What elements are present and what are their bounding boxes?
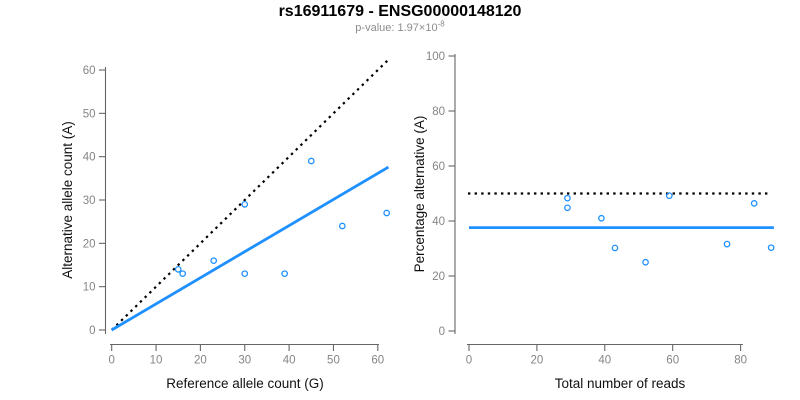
data-point	[338, 222, 346, 230]
x-tick-label: 80	[734, 355, 747, 367]
x-tick-label: 0	[466, 355, 472, 367]
data-point	[611, 244, 619, 252]
y-tick-label: 0	[439, 326, 445, 338]
y-tick-label: 40	[432, 216, 445, 228]
x-tick-label: 10	[150, 355, 163, 367]
y-tick-label: 20	[432, 271, 445, 283]
x-tick-label: 60	[371, 355, 384, 367]
data-point	[642, 258, 649, 266]
identity-line	[110, 58, 390, 331]
y-tick-label: 40	[83, 152, 96, 164]
x-tick-label: 40	[283, 355, 296, 367]
y-tick-label: 60	[83, 65, 96, 77]
y-axis-title: Percentage alternative (A)	[412, 116, 427, 273]
x-tick-label: 0	[108, 355, 114, 367]
y-tick-label: 30	[83, 195, 96, 207]
data-point	[241, 270, 249, 278]
x-axis-title: Total number of reads	[555, 376, 686, 391]
plot-subtitle: p-value: 1.97×10-8	[0, 19, 800, 34]
left-scatter-panel: 0 10 20 30 40 50 60 0 10 20 30 40 50 60 Reference alle…	[60, 58, 391, 391]
y-tick-label: 100	[426, 51, 445, 63]
data-point	[383, 209, 391, 217]
x-tick-label: 60	[666, 355, 679, 367]
y-tick-label: 80	[432, 106, 445, 118]
y-tick-label: 50	[83, 108, 96, 120]
pvalue-text: p-value: 1.97×10	[355, 22, 438, 34]
data-point	[241, 200, 249, 208]
x-tick-label: 50	[327, 355, 340, 367]
data-point	[174, 265, 182, 273]
x-tick-label: 40	[598, 355, 611, 367]
data-point	[665, 192, 673, 200]
y-tick-label: 60	[432, 161, 445, 173]
x-axis-title: Reference allele count (G)	[166, 376, 324, 391]
data-point	[598, 214, 605, 222]
data-point	[564, 204, 571, 212]
data-point	[750, 200, 758, 207]
data-point	[281, 270, 289, 278]
regression-line	[110, 165, 390, 332]
x-tick-label: 20	[531, 355, 544, 367]
data-point	[179, 270, 187, 278]
data-point	[210, 257, 218, 265]
plot-title: rs16911679 - ENSG00000148120	[278, 3, 522, 20]
x-tick-label: 30	[238, 355, 251, 367]
data-point	[564, 194, 571, 202]
right-scatter-panel: 0 20 40 60 80 100 0 20 40 60 80 Total number of rea…	[412, 51, 775, 391]
y-tick-label: 10	[83, 282, 96, 294]
y-axis-title: Alternative allele count (A)	[60, 121, 75, 279]
data-point	[723, 240, 731, 248]
pvalue-exponent: -8	[437, 19, 445, 29]
data-point	[307, 157, 315, 165]
y-tick-label: 0	[89, 325, 95, 337]
y-tick-label: 20	[83, 238, 96, 250]
x-tick-label: 20	[194, 355, 207, 367]
data-point	[767, 244, 775, 252]
